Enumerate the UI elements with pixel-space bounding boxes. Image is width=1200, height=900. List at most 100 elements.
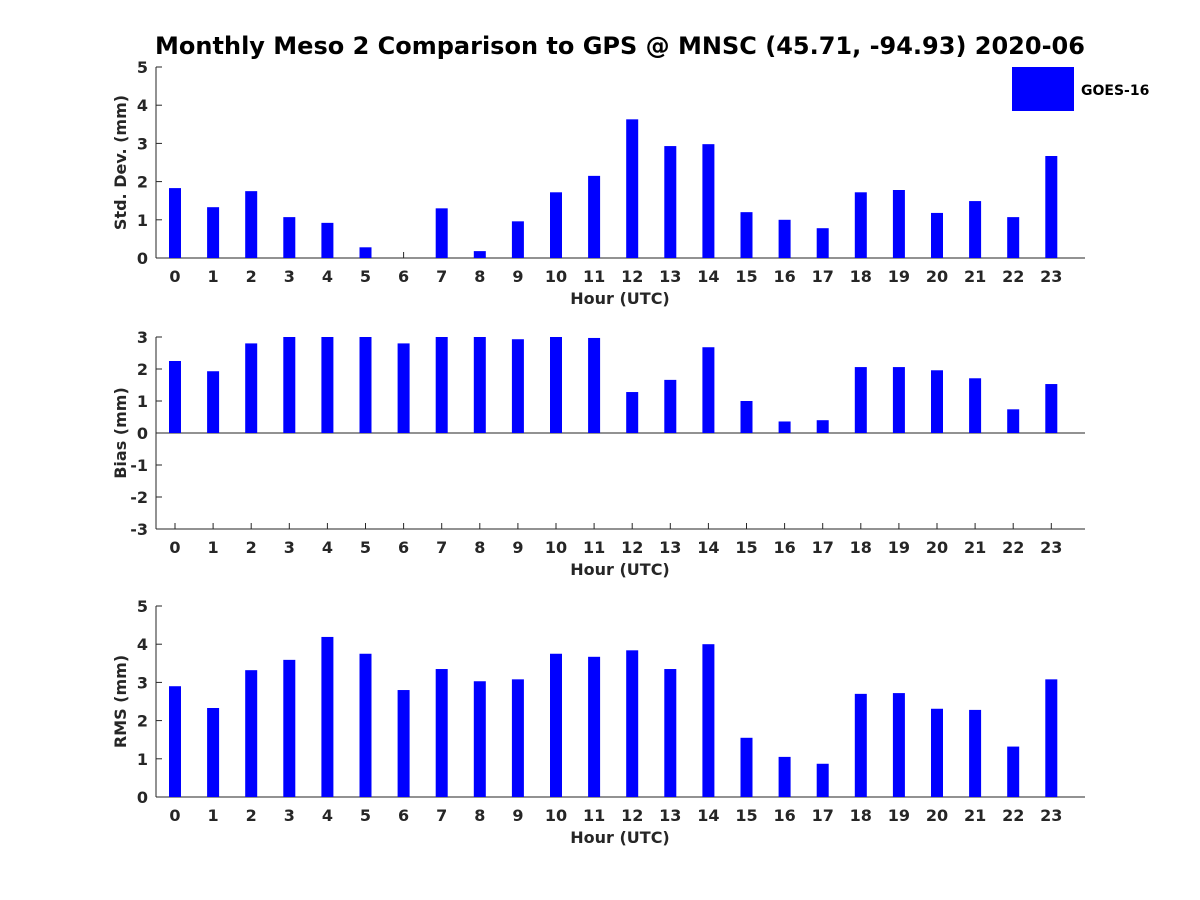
x-tick-label: 3 xyxy=(284,806,295,825)
x-tick-label: 21 xyxy=(964,267,986,286)
x-tick-label: 6 xyxy=(398,538,409,557)
bar-rms-hour-23 xyxy=(1045,679,1058,797)
bar-rms-hour-3 xyxy=(283,659,296,797)
x-tick-label: 22 xyxy=(1002,806,1024,825)
legend-swatch xyxy=(1012,67,1074,111)
x-tick-label: 13 xyxy=(659,267,681,286)
y-tick-label: 2 xyxy=(137,360,148,379)
bar-bias-hour-19 xyxy=(892,367,905,433)
x-tick-label: 17 xyxy=(812,538,834,557)
bar-std-hour-3 xyxy=(283,217,296,258)
bar-rms-hour-21 xyxy=(969,709,982,797)
bar-rms-hour-13 xyxy=(664,669,677,797)
bar-std-hour-16 xyxy=(778,219,791,258)
x-tick-label: 23 xyxy=(1040,267,1062,286)
y-tick-label: 4 xyxy=(137,635,148,654)
x-tick-label: 22 xyxy=(1002,538,1024,557)
y-tick-label: 0 xyxy=(137,424,148,443)
x-tick-label: 6 xyxy=(398,806,409,825)
bar-rms-hour-10 xyxy=(550,653,562,797)
bar-bias-hour-10 xyxy=(550,337,562,433)
y-tick-label: 4 xyxy=(137,96,148,115)
bar-rms-hour-2 xyxy=(245,670,258,797)
x-tick-label: 3 xyxy=(284,538,295,557)
bar-bias-hour-7 xyxy=(435,337,448,433)
y-axis-label: Std. Dev. (mm) xyxy=(111,95,130,230)
bar-bias-hour-18 xyxy=(854,367,867,433)
x-tick-label: 19 xyxy=(888,806,910,825)
y-tick-label: 5 xyxy=(137,597,148,616)
x-tick-label: 14 xyxy=(697,267,719,286)
y-tick-label: 1 xyxy=(137,211,148,230)
x-tick-label: 14 xyxy=(697,806,719,825)
bar-std-hour-17 xyxy=(816,228,829,258)
bar-rms-hour-8 xyxy=(473,681,486,797)
x-tick-label: 7 xyxy=(436,538,447,557)
bar-bias-hour-8 xyxy=(473,337,486,433)
x-tick-label: 8 xyxy=(474,538,485,557)
x-tick-label: 4 xyxy=(322,267,333,286)
bar-rms-hour-18 xyxy=(854,693,867,797)
x-tick-label: 16 xyxy=(773,806,795,825)
x-tick-label: 8 xyxy=(474,267,485,286)
legend: GOES-16 xyxy=(1012,67,1149,111)
bar-std-hour-4 xyxy=(321,222,334,258)
bar-bias-hour-22 xyxy=(1007,409,1020,433)
x-tick-label: 10 xyxy=(545,538,567,557)
y-tick-label: 3 xyxy=(137,134,148,153)
bar-std-hour-22 xyxy=(1007,217,1020,258)
bar-bias-hour-11 xyxy=(588,337,601,433)
x-tick-label: 20 xyxy=(926,806,948,825)
bar-std-hour-2 xyxy=(245,191,258,258)
bar-rms-hour-14 xyxy=(702,644,715,797)
bar-std-hour-1 xyxy=(207,207,220,258)
y-tick-label: 0 xyxy=(137,249,148,268)
bar-rms-hour-4 xyxy=(321,636,334,797)
bar-std-hour-19 xyxy=(892,190,905,258)
bar-bias-hour-3 xyxy=(283,337,296,433)
x-tick-label: 12 xyxy=(621,267,643,286)
bar-rms-hour-20 xyxy=(931,708,943,797)
chart-title: Monthly Meso 2 Comparison to GPS @ MNSC … xyxy=(155,32,1085,60)
bar-bias-hour-12 xyxy=(626,392,639,433)
x-tick-label: 5 xyxy=(360,267,371,286)
bar-bias-hour-17 xyxy=(816,420,829,433)
bar-std-hour-5 xyxy=(359,247,372,258)
y-tick-label: 2 xyxy=(137,712,148,731)
x-tick-label: 5 xyxy=(360,806,371,825)
x-tick-label: 9 xyxy=(512,267,523,286)
bar-rms-hour-12 xyxy=(626,650,639,797)
bar-std-hour-13 xyxy=(664,146,677,258)
y-tick-label: 1 xyxy=(137,392,148,411)
x-tick-label: 17 xyxy=(812,267,834,286)
x-tick-label: 18 xyxy=(850,538,872,557)
bar-bias-hour-16 xyxy=(778,421,791,433)
legend-label: GOES-16 xyxy=(1081,83,1149,99)
x-tick-label: 1 xyxy=(208,267,219,286)
bar-bias-hour-13 xyxy=(664,379,677,433)
x-tick-label: 23 xyxy=(1040,538,1062,557)
x-tick-label: 5 xyxy=(360,538,371,557)
x-tick-label: 19 xyxy=(888,267,910,286)
bar-rms-hour-1 xyxy=(207,707,220,797)
y-tick-label: -3 xyxy=(130,520,148,539)
x-tick-label: 14 xyxy=(697,538,719,557)
bar-bias-hour-9 xyxy=(511,339,524,433)
bar-bias-hour-4 xyxy=(321,337,334,433)
x-axis-label: Hour (UTC) xyxy=(570,289,670,308)
x-axis-label: Hour (UTC) xyxy=(570,828,670,847)
x-tick-label: 1 xyxy=(208,538,219,557)
bar-rms-hour-7 xyxy=(435,669,448,797)
y-tick-label: -2 xyxy=(130,488,148,507)
bar-bias-hour-15 xyxy=(740,401,753,433)
x-tick-label: 0 xyxy=(169,806,180,825)
x-tick-label: 23 xyxy=(1040,806,1062,825)
bar-rms-hour-22 xyxy=(1007,746,1020,797)
y-tick-label: 0 xyxy=(137,788,148,807)
bar-bias-hour-21 xyxy=(969,378,982,433)
x-tick-label: 12 xyxy=(621,538,643,557)
y-tick-label: 1 xyxy=(137,750,148,769)
x-tick-label: 6 xyxy=(398,267,409,286)
